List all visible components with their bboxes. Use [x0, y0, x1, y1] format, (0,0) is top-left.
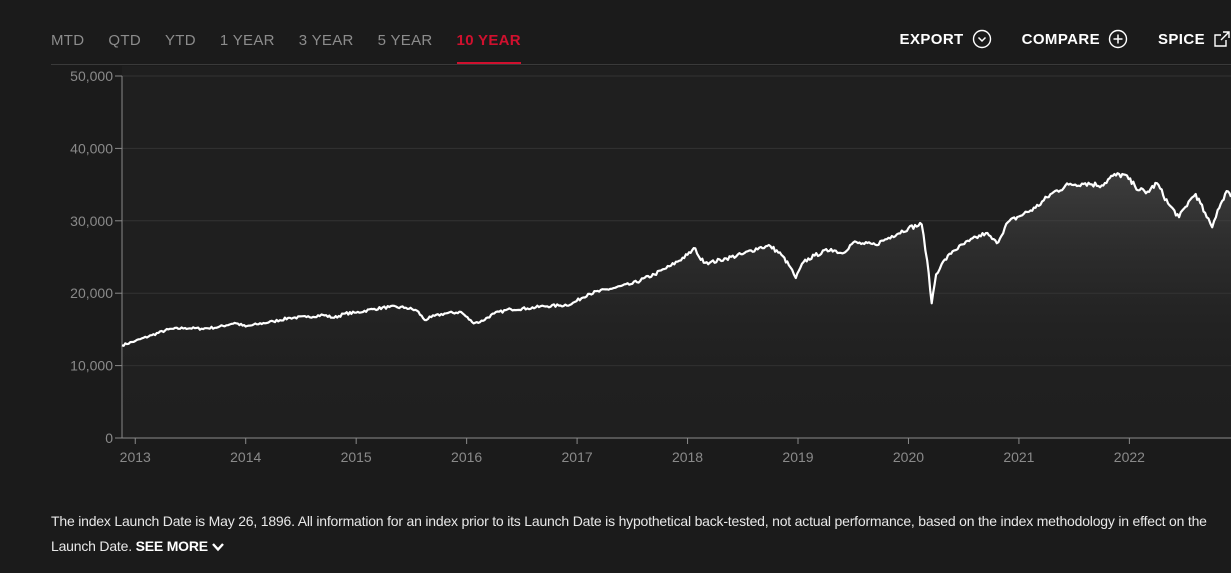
time-range-tabs: MTD QTD YTD 1 YEAR 3 YEAR 5 YEAR 10 YEAR: [51, 30, 545, 65]
footnote-text: The index Launch Date is May 26, 1896. A…: [51, 513, 1207, 554]
tab-qtd[interactable]: QTD: [108, 32, 141, 49]
tab-divider: [51, 64, 1231, 65]
tab-1-year[interactable]: 1 YEAR: [219, 32, 275, 49]
see-more-link[interactable]: SEE MORE: [136, 534, 225, 559]
chart-actions: EXPORT COMPARE SPICE: [870, 26, 1231, 52]
tab-ytd[interactable]: YTD: [164, 32, 196, 49]
compare-label: COMPARE: [1021, 30, 1100, 48]
see-more-label: SEE MORE: [135, 538, 209, 554]
chart-svg: 0 10,000 20,000 30,000 40,000 50,000 2013 2014…: [70, 66, 1231, 465]
y-tick-label: 30,000: [70, 213, 113, 229]
x-axis: 2013 2014 2015 2016 2017 2018 2019 2020 2021 2022: [120, 437, 1231, 465]
y-tick-label: 40,000: [70, 140, 113, 156]
x-tick-label: 2013: [120, 449, 151, 465]
y-tick-label: 50,000: [70, 68, 113, 84]
tab-3-year[interactable]: 3 YEAR: [298, 32, 354, 49]
y-tick-label: 20,000: [70, 285, 113, 301]
plus-circle-icon: [1108, 29, 1128, 49]
launch-date-footnote: The index Launch Date is May 26, 1896. A…: [51, 509, 1226, 559]
x-tick-label: 2022: [1114, 449, 1145, 465]
index-level-chart[interactable]: 0 10,000 20,000 30,000 40,000 50,000 2013 2014…: [0, 66, 1231, 470]
tab-10-year[interactable]: 10 YEAR: [456, 30, 522, 64]
x-tick-label: 2014: [230, 449, 261, 465]
spice-label: SPICE: [1157, 30, 1205, 48]
x-tick-label: 2017: [562, 449, 593, 465]
x-tick-label: 2019: [782, 449, 813, 465]
export-label: EXPORT: [899, 30, 964, 48]
spice-link[interactable]: SPICE: [1158, 30, 1231, 48]
external-link-icon: [1213, 30, 1231, 48]
x-tick-label: 2016: [451, 449, 482, 465]
compare-button[interactable]: COMPARE: [1022, 29, 1128, 49]
y-tick-label: 10,000: [70, 358, 113, 374]
series-line: [121, 172, 1231, 347]
x-tick-label: 2021: [1003, 449, 1034, 465]
chevron-down-icon: [212, 542, 224, 551]
x-tick-label: 2015: [341, 449, 372, 465]
export-button[interactable]: EXPORT: [900, 29, 992, 49]
x-tick-label: 2018: [672, 449, 703, 465]
y-axis: 0 10,000 20,000 30,000 40,000 50,000: [70, 68, 123, 446]
y-tick-label: 0: [105, 430, 113, 446]
tab-mtd[interactable]: MTD: [51, 32, 85, 49]
chevron-down-circle-icon: [972, 29, 992, 49]
tab-5-year[interactable]: 5 YEAR: [377, 32, 433, 49]
series-area: [122, 173, 1231, 438]
x-tick-label: 2020: [893, 449, 924, 465]
